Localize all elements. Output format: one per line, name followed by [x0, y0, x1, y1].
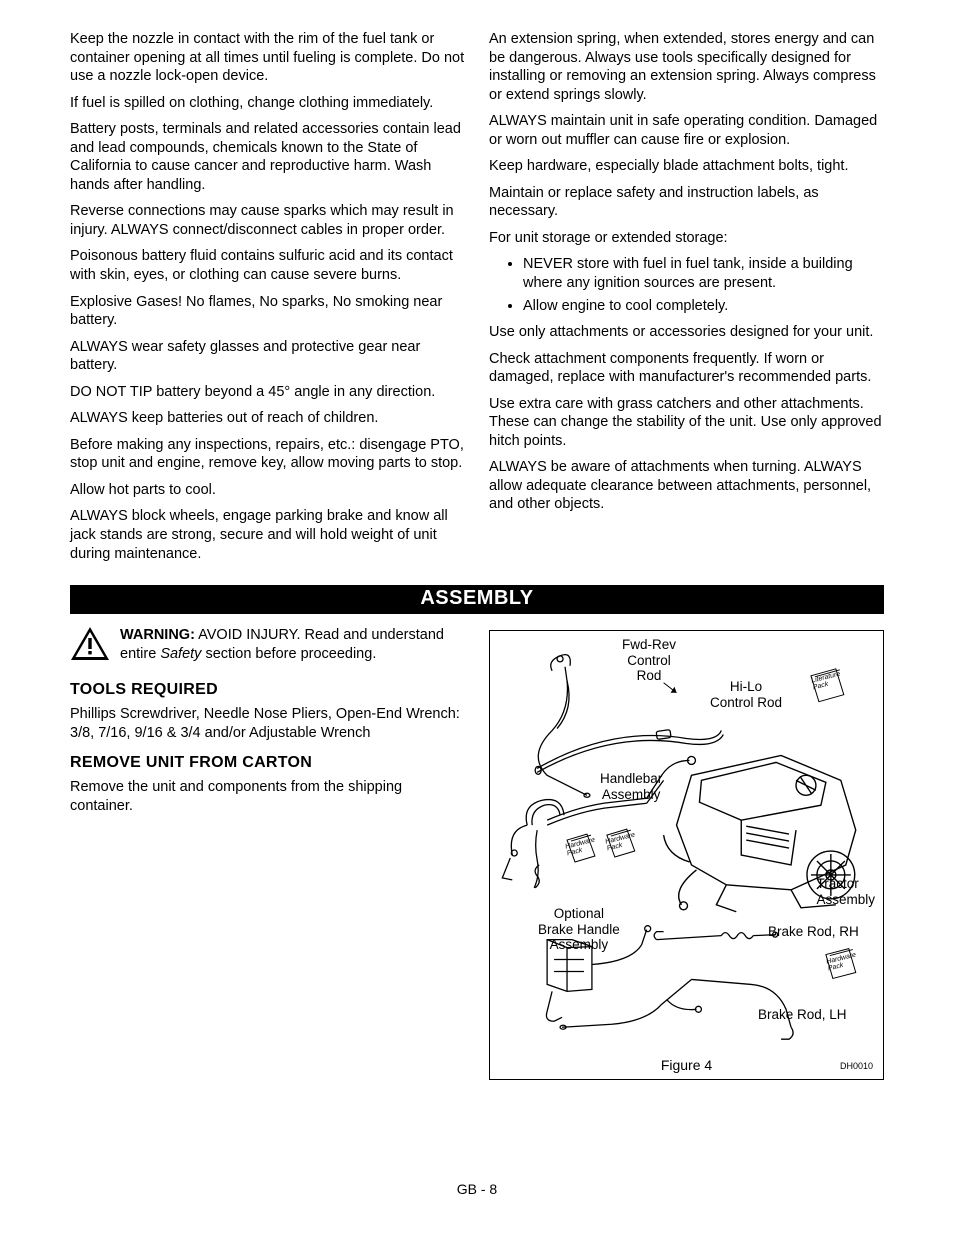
- storage-bullets: NEVER store with fuel in fuel tank, insi…: [489, 255, 884, 315]
- label-handlebar: HandlebarAssembly: [600, 771, 662, 802]
- remove-unit-heading: REMOVE UNIT FROM CARTON: [70, 754, 465, 772]
- bullet: NEVER store with fuel in fuel tank, insi…: [523, 255, 884, 292]
- page-number: GB - 8: [0, 1181, 954, 1197]
- para: ALWAYS keep batteries out of reach of ch…: [70, 409, 465, 428]
- remove-unit-body: Remove the unit and components from the …: [70, 778, 465, 815]
- para: Explosive Gases! No flames, No sparks, N…: [70, 293, 465, 330]
- right-column: An extension spring, when extended, stor…: [489, 30, 884, 571]
- label-fwdrev: Fwd-RevControlRod: [622, 637, 676, 684]
- assembly-columns: WARNING: AVOID INJURY. Read and understa…: [70, 626, 884, 1080]
- para: For unit storage or extended storage:: [489, 229, 884, 248]
- assembly-heading: ASSEMBLY: [70, 585, 884, 614]
- figure-code: DH0010: [840, 1061, 873, 1071]
- warning-triangle-icon: [70, 626, 110, 667]
- para: Maintain or replace safety and instructi…: [489, 184, 884, 221]
- para: An extension spring, when extended, stor…: [489, 30, 884, 104]
- para: Before making any inspections, repairs, …: [70, 436, 465, 473]
- safety-text-columns: Keep the nozzle in contact with the rim …: [70, 30, 884, 571]
- para: Keep the nozzle in contact with the rim …: [70, 30, 465, 86]
- para: ALWAYS be aware of attachments when turn…: [489, 458, 884, 514]
- assembly-right: Fwd-RevControlRod Hi-LoControl Rod Handl…: [489, 626, 884, 1080]
- tools-required-heading: TOOLS REQUIRED: [70, 681, 465, 699]
- para: ALWAYS block wheels, engage parking brak…: [70, 507, 465, 563]
- warning-italic: Safety: [160, 646, 201, 662]
- para: Poisonous battery fluid contains sulfuri…: [70, 247, 465, 284]
- para: Allow hot parts to cool.: [70, 481, 465, 500]
- para: Check attachment components frequently. …: [489, 350, 884, 387]
- para: ALWAYS wear safety glasses and protectiv…: [70, 338, 465, 375]
- para: DO NOT TIP battery beyond a 45° angle in…: [70, 383, 465, 402]
- warning-text-b: section before proceeding.: [201, 646, 376, 662]
- assembly-left: WARNING: AVOID INJURY. Read and understa…: [70, 626, 465, 1080]
- figure-4: Fwd-RevControlRod Hi-LoControl Rod Handl…: [489, 630, 884, 1080]
- label-optbrake: OptionalBrake HandleAssembly: [538, 906, 620, 953]
- label-tractor: TractorAssembly: [816, 876, 875, 907]
- left-column: Keep the nozzle in contact with the rim …: [70, 30, 465, 571]
- para: If fuel is spilled on clothing, change c…: [70, 94, 465, 113]
- bullet: Allow engine to cool completely.: [523, 297, 884, 316]
- warning-text: WARNING: AVOID INJURY. Read and understa…: [120, 626, 465, 663]
- label-hilo: Hi-LoControl Rod: [710, 679, 782, 710]
- figure-caption: Figure 4: [490, 1057, 883, 1073]
- warning-block: WARNING: AVOID INJURY. Read and understa…: [70, 626, 465, 667]
- para: ALWAYS maintain unit in safe operating c…: [489, 112, 884, 149]
- para: Use extra care with grass catchers and o…: [489, 395, 884, 451]
- para: Reverse connections may cause sparks whi…: [70, 202, 465, 239]
- label-brakeLH: Brake Rod, LH: [758, 1007, 847, 1023]
- warning-label: WARNING:: [120, 627, 195, 643]
- para: Use only attachments or accessories desi…: [489, 323, 884, 342]
- tools-required-body: Phillips Screwdriver, Needle Nose Pliers…: [70, 705, 465, 742]
- para: Keep hardware, especially blade attachme…: [489, 157, 884, 176]
- para: Battery posts, terminals and related acc…: [70, 120, 465, 194]
- label-brakeRH: Brake Rod, RH: [768, 924, 859, 940]
